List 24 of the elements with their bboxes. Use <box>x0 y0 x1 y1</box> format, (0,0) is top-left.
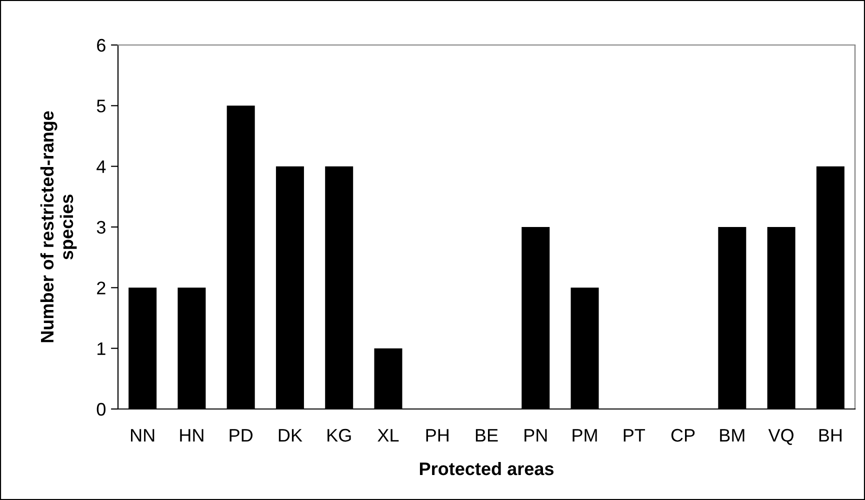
y-tick-label: 0 <box>96 402 106 416</box>
y-tick-label: 5 <box>96 100 106 112</box>
x-tick-label: XL <box>378 429 399 442</box>
x-tick-label: PT <box>624 429 646 442</box>
y-tick-label: 3 <box>96 220 106 234</box>
y-tick-label: 4 <box>96 160 106 173</box>
x-tick-label: PN <box>524 429 547 442</box>
x-tick-label: VQ <box>768 428 794 445</box>
x-tick-label: PD <box>230 429 253 442</box>
x-tick-label: NN <box>131 429 154 442</box>
x-axis-title: Protected areas <box>420 462 554 476</box>
y-axis-title: Number of restricted-range species <box>40 111 77 342</box>
x-tick-label: PM <box>572 429 597 442</box>
x-tick-label: BH <box>819 429 842 442</box>
x-tick-label: KG <box>328 428 351 442</box>
y-tick-label: 6 <box>97 38 106 52</box>
x-tick-label: CP <box>671 428 695 442</box>
x-tick-label: DK <box>278 429 302 442</box>
x-tick-label: PH <box>426 429 448 442</box>
y-tick-label: 1 <box>98 342 106 355</box>
x-tick-label: BM <box>720 429 744 442</box>
y-tick-label: 2 <box>97 282 106 294</box>
x-tick-label: HN <box>180 429 204 442</box>
x-tick-label: BE <box>476 429 498 442</box>
